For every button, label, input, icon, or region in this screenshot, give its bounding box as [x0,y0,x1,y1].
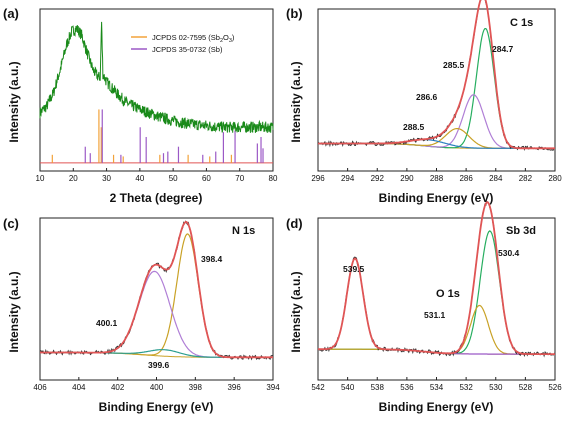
panel-a: (a) Intensity (a.u.) 10 20 30 40 50 60 70 80 JC… [3,6,278,205]
panel-c-curves [39,220,274,361]
annot-539-5: 539.5 [343,264,365,274]
xtick-label: 40 [135,174,144,183]
panel-b-letter: (b) [286,6,303,21]
xtick-label: 532 [459,383,473,392]
xtick-label: 526 [548,383,562,392]
panel-a-frame [39,8,274,172]
xtick-label: 538 [371,383,385,392]
xtick-label: 288 [430,174,444,183]
xtick-label: 10 [36,174,45,183]
panel-c-letter: (c) [3,216,19,231]
xtick-label: 282 [519,174,533,183]
panel-a-ylabel: Intensity (a.u.) [7,61,21,142]
fit-envelope [318,201,555,356]
fit-peak-284.7 [318,28,555,149]
fit-peak-400.1 [40,270,273,358]
panel-c-xticks: 406 404 402 400 398 396 394 [33,377,280,392]
legend-sb2o3-label: JCPDS 02-7595 (Sb2O3) [152,33,235,44]
xtick-label: 50 [169,174,178,183]
panel-d-letter: (d) [286,216,303,231]
xtick-label: 540 [341,383,355,392]
panel-d-xticks: 542 540 538 536 534 532 530 528 526 [311,377,562,392]
raw-spectrum [39,220,274,361]
panel-d-ylabel: Intensity (a.u.) [289,271,303,352]
xtick-label: 286 [459,174,473,183]
xtick-label: 296 [311,174,325,183]
panel-d: (d) Intensity (a.u.) 542 540 538 536 534 532 5… [286,200,562,414]
panel-a-letter: (a) [3,6,19,21]
fit-envelope [318,0,555,150]
xtick-label: 396 [227,383,241,392]
xtick-label: 292 [371,174,385,183]
xtick-label: 60 [202,174,211,183]
panel-b-title: C 1s [510,17,533,29]
xtick-label: 290 [400,174,414,183]
panel-c-ylabel: Intensity (a.u.) [7,271,21,352]
annot-284-7: 284.7 [492,44,514,54]
xtick-label: 400 [150,383,164,392]
xtick-label: 294 [341,174,355,183]
panel-d-xlabel: Binding Energy (eV) [379,400,494,414]
xtick-label: 404 [72,383,86,392]
panel-a-legend: JCPDS 02-7595 (Sb2O3) JCPDS 35-0732 (Sb) [131,33,235,54]
xtick-label: 280 [548,174,562,183]
xtick-label: 530 [489,383,503,392]
panel-a-xlabel: 2 Theta (degree) [110,191,203,205]
annot-398-4: 398.4 [201,254,223,264]
annot-400-1: 400.1 [96,318,118,328]
panel-a-xrd-pattern [39,21,274,133]
fit-envelope [40,220,273,359]
xtick-label: 20 [69,174,78,183]
xtick-label: 534 [430,383,444,392]
annot-531-1: 531.1 [424,310,446,320]
xtick-label: 402 [111,383,125,392]
panel-d-curves [317,200,556,358]
panel-d-title-o1s: O 1s [436,288,460,300]
xtick-label: 284 [489,174,503,183]
annot-288-5: 288.5 [403,122,425,132]
xtick-label: 528 [519,383,533,392]
annot-399-6: 399.6 [148,360,170,370]
xtick-label: 394 [266,383,280,392]
annot-286-6: 286.6 [416,92,438,102]
fit-peak-398.4 [40,233,273,358]
panel-c-xlabel: Binding Energy (eV) [99,400,214,414]
panel-b-xticks: 296 294 292 290 288 286 284 282 280 [311,168,562,183]
xtick-label: 30 [102,174,111,183]
panel-a-reference-lines [40,109,273,164]
xtick-label: 70 [235,174,244,183]
xtick-label: 406 [33,383,47,392]
panel-c: (c) Intensity (a.u.) 406 404 402 400 398 396 3… [3,216,280,414]
panel-b-xlabel: Binding Energy (eV) [379,191,494,205]
xtick-label: 398 [189,383,203,392]
panel-a-xticks: 10 20 30 40 50 60 70 80 [36,168,278,183]
panel-d-title: Sb 3d [506,225,536,237]
xtick-label: 536 [400,383,414,392]
annot-530-4: 530.4 [498,248,520,258]
annot-285-5: 285.5 [443,60,465,70]
panel-b-ylabel: Intensity (a.u.) [289,61,303,142]
fit-peak-285.5 [318,94,555,149]
xtick-label: 542 [311,383,325,392]
panel-b-curves [317,0,556,151]
panel-b: (b) Intensity (a.u.) 296 294 292 290 288 286 2… [286,0,562,205]
xtick-label: 80 [269,174,278,183]
panel-c-title: N 1s [232,225,255,237]
legend-sb-label: JCPDS 35-0732 (Sb) [152,45,223,54]
